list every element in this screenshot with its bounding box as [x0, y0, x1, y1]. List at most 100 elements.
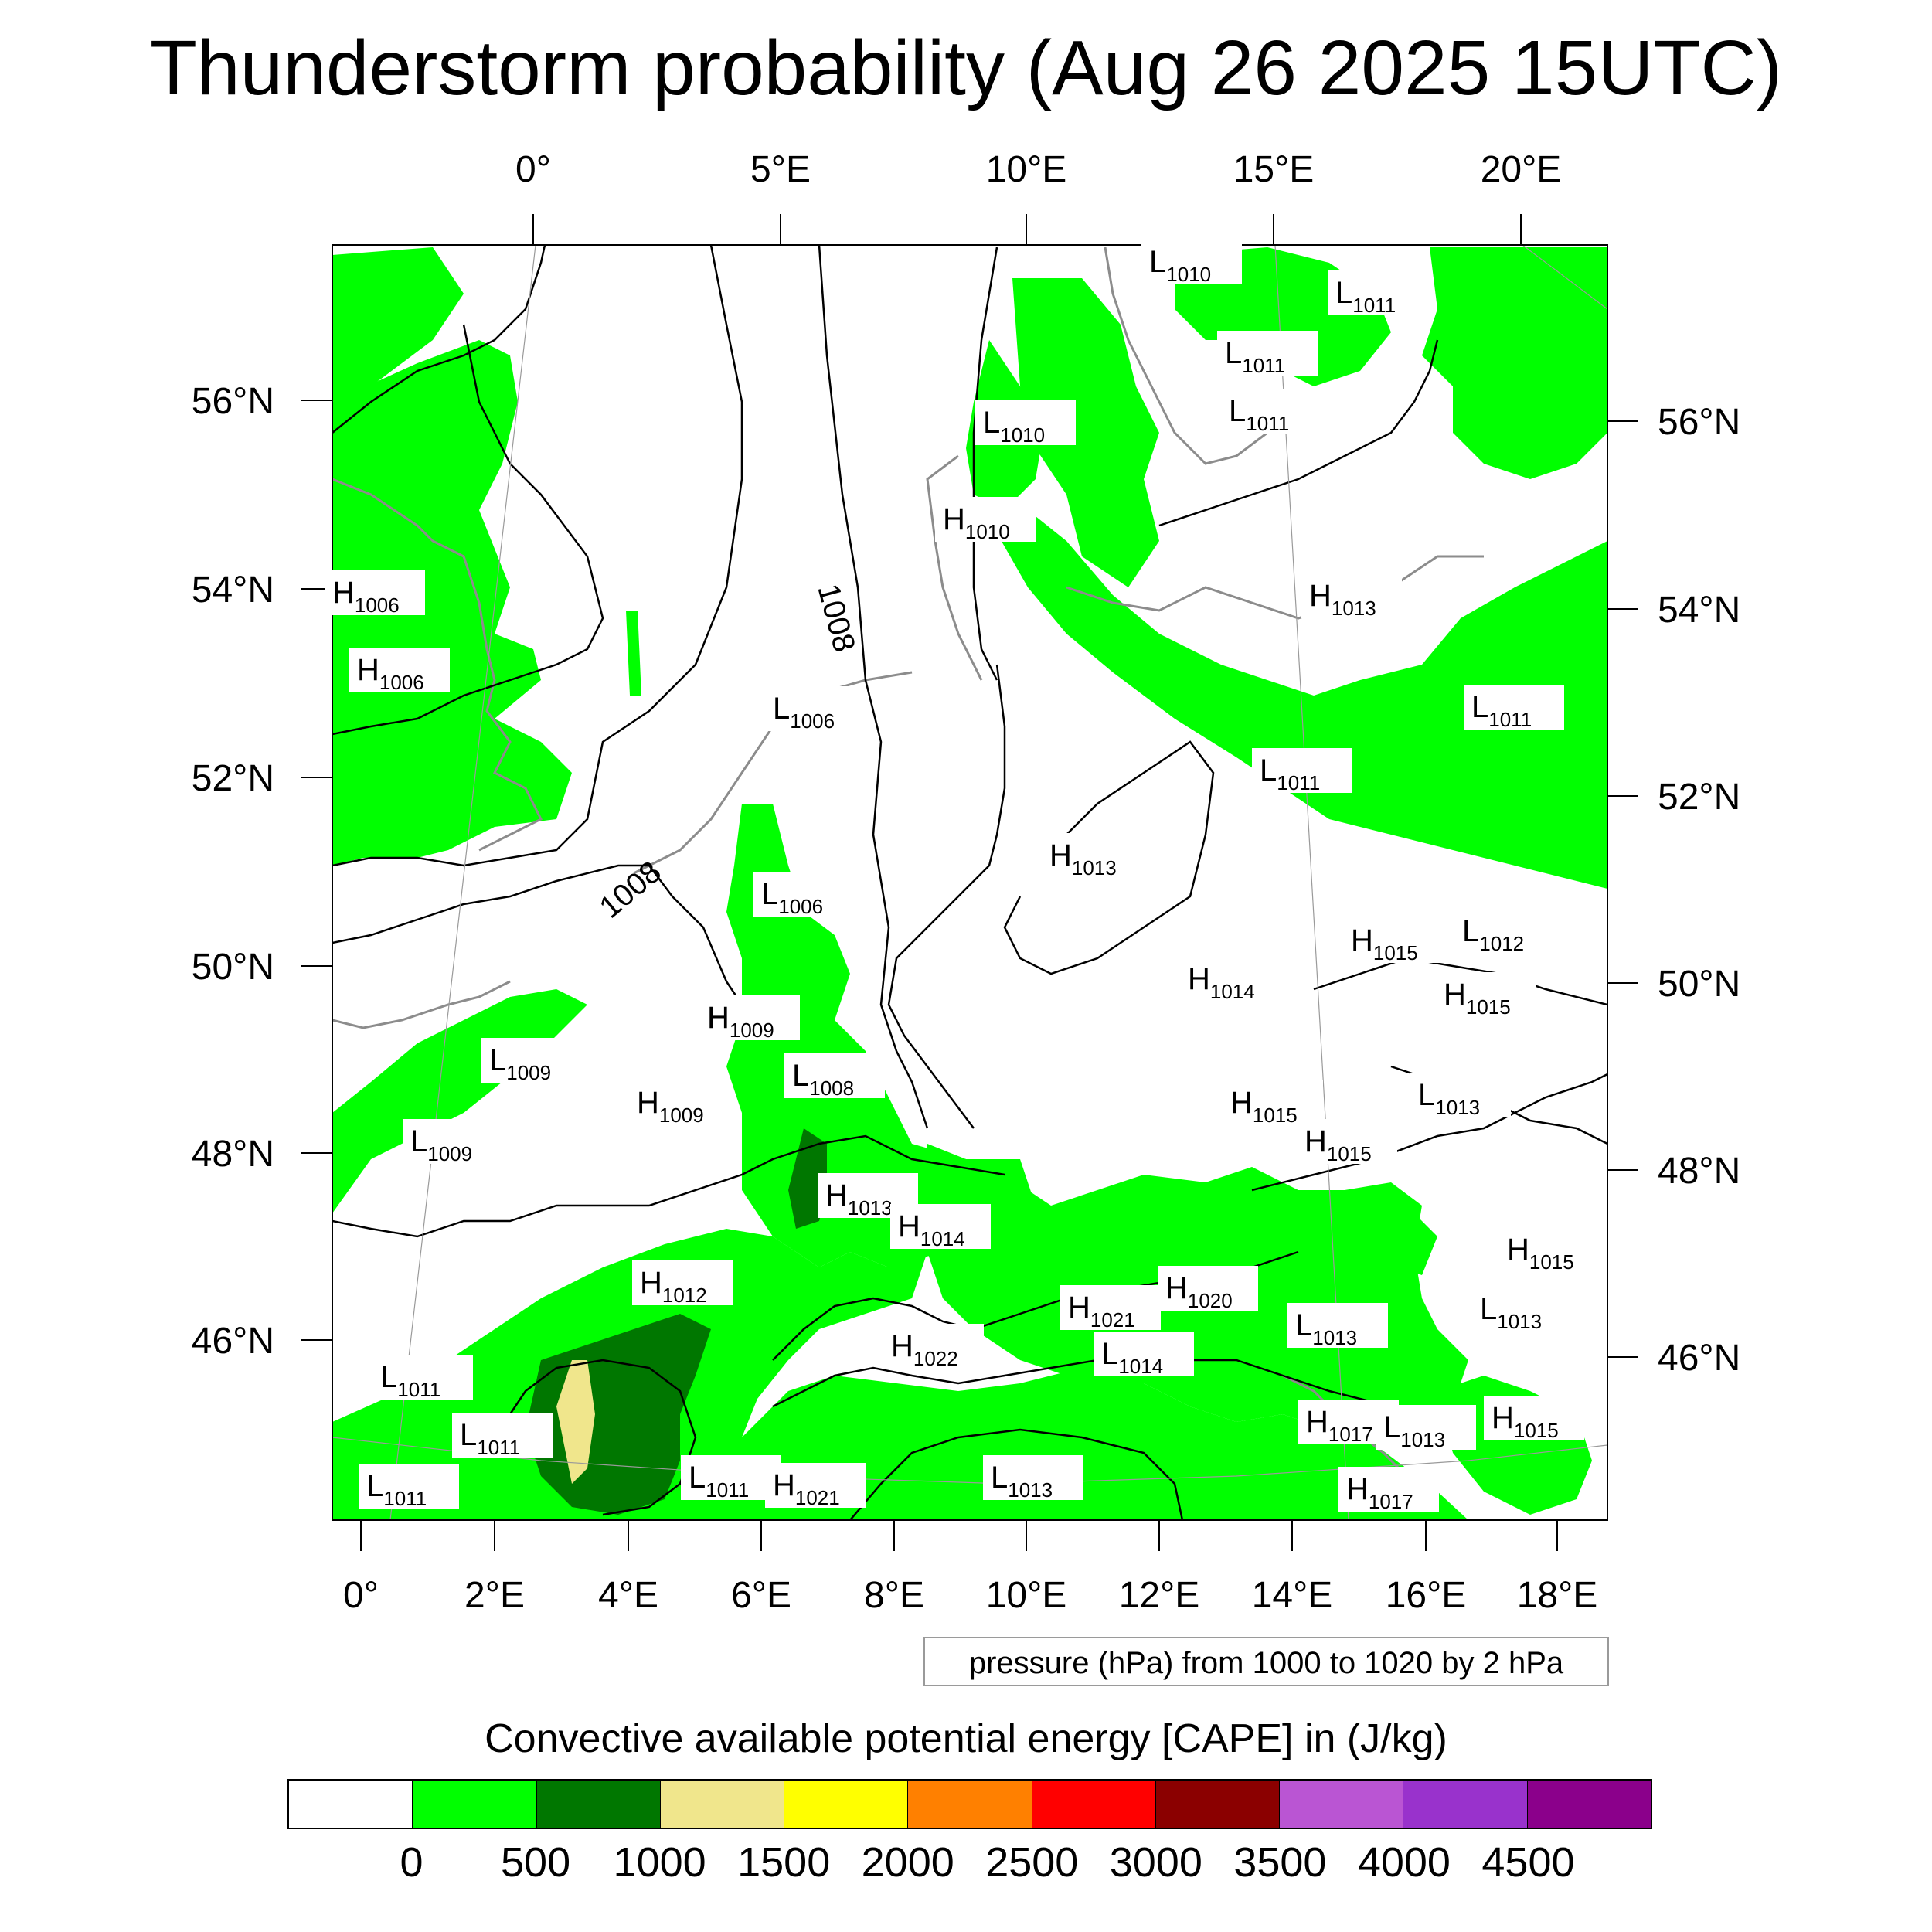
- pressure-center-label: H1015: [1484, 1396, 1584, 1442]
- pressure-center-box: [1343, 918, 1444, 963]
- pressure-center-label: H1015: [1343, 918, 1444, 964]
- pressure-center-letter: H: [1230, 1086, 1253, 1120]
- pressure-center-text: H1015: [1444, 978, 1511, 1019]
- pressure-center-value: 1009: [506, 1061, 551, 1084]
- pressure-center-letter: L: [1260, 753, 1277, 787]
- cape-region-northsea-west: [332, 247, 464, 402]
- pressure-center-text: H1013: [825, 1179, 893, 1219]
- isobar-line: [332, 245, 546, 434]
- pressure-center-letter: L: [1383, 1410, 1400, 1444]
- pressure-center-label: H1020: [1158, 1266, 1258, 1312]
- pressure-center-value: 1006: [379, 671, 424, 694]
- pressure-center-letter: L: [1229, 394, 1246, 428]
- pressure-center-label: L1010: [1141, 240, 1242, 286]
- pressure-center-box: [890, 1204, 991, 1249]
- pressure-center-label: L1011: [681, 1455, 781, 1502]
- colorbar-label: 3500: [1233, 1839, 1327, 1886]
- isobar-line: [1313, 957, 1607, 1006]
- top-axis-label: 15°E: [1233, 149, 1315, 190]
- cape-colorbar: [287, 1779, 1652, 1829]
- pressure-center-value: 1010: [1166, 263, 1211, 286]
- pressure-center-value: 1013: [1008, 1478, 1053, 1502]
- pressure-center-box: [349, 648, 450, 692]
- pressure-center-label: L1010: [975, 400, 1076, 447]
- pressure-center-label: L1011: [1217, 331, 1318, 377]
- pressure-center-text: L1011: [380, 1360, 440, 1401]
- pressure-center-box: [699, 995, 800, 1040]
- pressure-center-text: H1013: [1309, 579, 1376, 620]
- pressure-center-value: 1015: [1514, 1419, 1559, 1442]
- right-axis-label: 48°N: [1658, 1151, 1740, 1192]
- pressure-center-box: [1141, 240, 1242, 284]
- pressure-center-text: H1006: [332, 576, 400, 617]
- pressure-center-letter: H: [1346, 1472, 1369, 1506]
- pressure-center-letter: L: [1295, 1308, 1312, 1342]
- pressure-center-value: 1014: [920, 1227, 965, 1250]
- pressure-center-letter: H: [637, 1086, 659, 1120]
- isobar-line: [332, 324, 604, 736]
- pressure-note: pressure (hPa) from 1000 to 1020 by 2 hP…: [923, 1637, 1609, 1686]
- pressure-center-value: 1015: [1253, 1104, 1298, 1127]
- pressure-center-label: H1009: [629, 1080, 730, 1127]
- pressure-center-letter: L: [489, 1043, 506, 1077]
- pressure-center-text: H1013: [1049, 838, 1117, 879]
- pressure-center-label: L1011: [359, 1464, 459, 1510]
- pressure-center-letter: H: [1351, 923, 1373, 957]
- colorbar-swatch: [413, 1781, 537, 1828]
- pressure-center-value: 1013: [1435, 1096, 1480, 1119]
- pressure-center-label: L1008: [784, 1053, 885, 1100]
- isobar-line: [772, 1351, 1392, 1408]
- pressure-center-text: L1010: [983, 406, 1045, 447]
- pressure-center-letter: L: [410, 1124, 427, 1158]
- pressure-center-value: 1011: [477, 1436, 520, 1459]
- pressure-center-value: 1013: [1312, 1326, 1357, 1349]
- pressure-center-text: H1015: [1351, 923, 1418, 964]
- pressure-center-text: L1013: [1418, 1078, 1480, 1119]
- cape-region-sweden-south: [1012, 278, 1159, 587]
- pressure-center-box: [681, 1455, 781, 1500]
- pressure-center-text: H1009: [707, 1001, 774, 1042]
- cape-region-khaki: [556, 1360, 595, 1484]
- pressure-center-letter: H: [707, 1001, 730, 1035]
- pressure-center-value: 1015: [1466, 995, 1511, 1019]
- pressure-center-label: H1014: [1180, 957, 1281, 1003]
- pressure-center-box: [1301, 573, 1402, 618]
- cape-region-baltic-east: [1422, 247, 1607, 479]
- top-axis-label: 20°E: [1481, 149, 1562, 190]
- left-axis-label: 52°N: [192, 758, 274, 799]
- coast-denmark: [926, 454, 983, 681]
- coast-baltic-south: [1066, 555, 1484, 620]
- pressure-center-value: 1009: [730, 1019, 774, 1042]
- bottom-axis-labels: 0° 2°E 4°E 6°E 8°E 10°E 12°E 14°E 16°E 1…: [343, 1575, 1597, 1616]
- coast-france-north: [332, 980, 511, 1029]
- pressure-center-label: H1015: [1436, 972, 1536, 1019]
- pressure-center-label: L1009: [403, 1119, 503, 1165]
- pressure-center-value: 1011: [1488, 708, 1532, 731]
- pressure-center-letter: H: [332, 576, 355, 610]
- right-axis-label: 52°N: [1658, 777, 1740, 818]
- colorbar-swatch: [1280, 1781, 1404, 1828]
- pressure-center-box: [403, 1119, 503, 1164]
- pressure-center-label: H1006: [325, 570, 425, 617]
- pressure-center-box: [1436, 972, 1536, 1017]
- pressure-center-letter: L: [689, 1461, 706, 1495]
- pressure-center-box: [1094, 1332, 1194, 1376]
- pressure-center-box: [784, 1053, 885, 1098]
- cape-high-regions: [556, 1360, 595, 1484]
- colorbar-label: 3000: [1109, 1839, 1202, 1886]
- bottom-axis-ticks: [360, 1520, 1558, 1551]
- pressure-center-letter: H: [1188, 962, 1210, 996]
- pressure-center-value: 1006: [355, 594, 400, 617]
- pressure-center-letter: H: [357, 653, 379, 687]
- pressure-center-letter: H: [1507, 1233, 1529, 1267]
- right-axis-label: 56°N: [1658, 402, 1740, 443]
- pressure-center-box: [1042, 833, 1142, 878]
- pressure-center-value: 1009: [659, 1104, 704, 1127]
- pressure-center-box: [765, 1463, 866, 1508]
- cape-region-slovenia: [1399, 1206, 1437, 1275]
- pressure-center-value: 1010: [1000, 423, 1045, 447]
- pressure-center-value: 1011: [706, 1478, 749, 1502]
- cape-title: Convective available potential energy [C…: [485, 1716, 1447, 1761]
- top-axis-label: 5°E: [750, 149, 811, 190]
- colorbar-label: 1500: [737, 1839, 831, 1886]
